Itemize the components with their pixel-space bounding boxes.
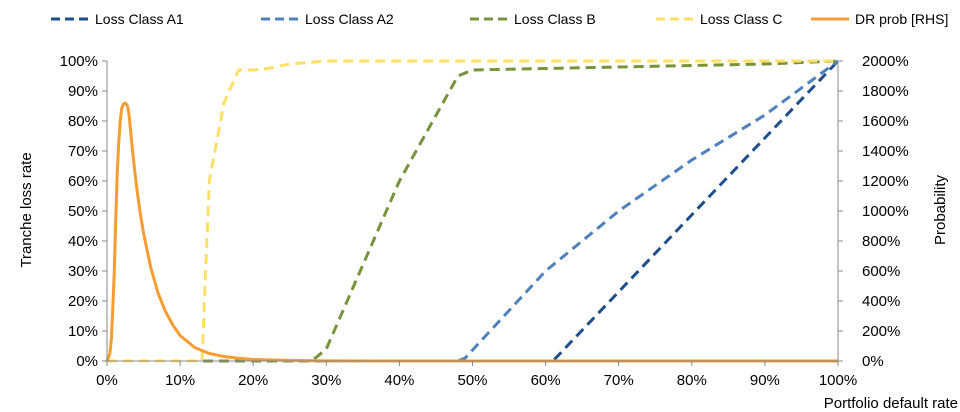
x-tick-label: 80%	[677, 372, 707, 389]
y-left-tick-label: 60%	[68, 173, 98, 190]
x-tick-label: 30%	[311, 372, 341, 389]
series-line-5	[105, 101, 838, 363]
y-right-tick-label: 1400%	[862, 143, 909, 160]
series-line-4	[107, 59, 838, 363]
y-left-tick-label: 90%	[68, 83, 98, 100]
y-right-tick-label: 1800%	[862, 83, 909, 100]
legend-label-5: DR prob [RHS]	[855, 11, 948, 27]
legend-label-4: Loss Class C	[700, 11, 782, 27]
y-axis-left-label: Tranche loss rate	[18, 152, 35, 267]
x-tick-label: 0%	[96, 372, 118, 389]
y-right-tick-label: 200%	[862, 323, 900, 340]
y-left-tick-label: 40%	[68, 233, 98, 250]
y-left-tick-label: 70%	[68, 143, 98, 160]
y-left-tick-label: 20%	[68, 293, 98, 310]
x-axis-label: Portfolio default rate	[824, 395, 958, 412]
y-right-tick-label: 0%	[862, 353, 884, 370]
y-left-tick-label: 80%	[68, 113, 98, 130]
x-tick-label: 20%	[238, 372, 268, 389]
y-left-tick-label: 50%	[68, 203, 98, 220]
x-tick-label: 50%	[457, 372, 487, 389]
y-right-tick-label: 1200%	[862, 173, 909, 190]
x-tick-label: 90%	[750, 372, 780, 389]
y-right-tick-label: 1600%	[862, 113, 909, 130]
axes: 0% 10% 20% 30% 40% 50% 60% 70% 80% 90% 100% 0% 10% 20…	[60, 53, 909, 389]
plot-area	[105, 59, 840, 363]
x-tick-label: 70%	[604, 372, 634, 389]
series-line-3	[107, 59, 839, 363]
x-tick-label: 40%	[384, 372, 414, 389]
y-right-tick-label: 2000%	[862, 53, 909, 70]
y-left-tick-label: 30%	[68, 263, 98, 280]
x-tick-label: 100%	[819, 372, 857, 389]
x-tick-label: 10%	[165, 372, 195, 389]
legend-label-2: Loss Class A2	[305, 11, 394, 27]
y-right-tick-label: 800%	[862, 233, 900, 250]
y-left-tick-label: 10%	[68, 323, 98, 340]
y-axis-right-label: Probability	[932, 174, 949, 245]
y-right-tick-label: 400%	[862, 293, 900, 310]
y-right-tick-label: 600%	[862, 263, 900, 280]
y-left-tick-label: 100%	[60, 53, 98, 70]
series-line-2	[107, 59, 839, 363]
series-line-1	[107, 59, 840, 363]
legend: Loss Class A1 Loss Class A2 Loss Class B Lo…	[51, 11, 948, 27]
legend-label-1: Loss Class A1	[95, 11, 184, 27]
y-left-tick-label: 0%	[76, 353, 98, 370]
x-tick-label: 60%	[531, 372, 561, 389]
legend-label-3: Loss Class B	[514, 11, 596, 27]
y-right-tick-label: 1000%	[862, 203, 909, 220]
